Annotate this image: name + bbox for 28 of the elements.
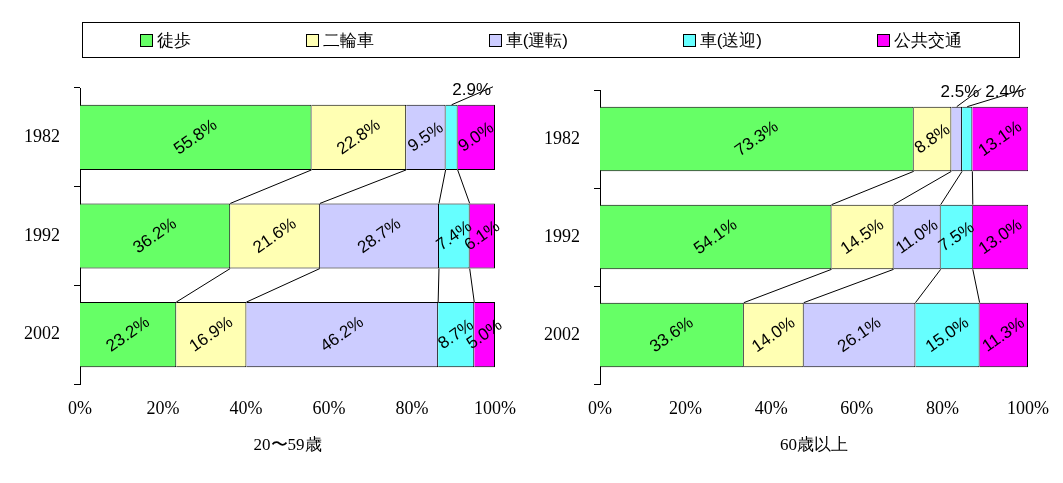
- x-tick-label: 20%: [146, 397, 180, 418]
- data-label: 2.4%: [985, 81, 1024, 101]
- y-tick-label: 1982: [24, 126, 60, 147]
- x-tick-label: 80%: [395, 397, 429, 418]
- y-tick-label: 1992: [24, 224, 60, 245]
- x-tick-label: 40%: [229, 397, 263, 418]
- x-tick-label: 80%: [925, 397, 959, 418]
- x-axis-title: 60歳以上: [780, 435, 848, 455]
- data-label: 2.5%: [940, 81, 980, 101]
- data-label: 2.9%: [452, 79, 491, 99]
- legend-label: 公共交通: [893, 30, 962, 50]
- x-axis-title: 20〜59歳: [253, 435, 322, 455]
- x-tick-label: 0%: [588, 397, 612, 418]
- x-tick-label: 40%: [754, 397, 788, 418]
- legend-label: 車(運転): [505, 30, 568, 50]
- x-tick-label: 60%: [840, 397, 874, 418]
- legend-label: 車(送迎): [699, 30, 762, 50]
- y-tick-label: 2002: [544, 323, 580, 344]
- y-tick-label: 2002: [24, 323, 60, 344]
- legend-label: 徒歩: [157, 30, 192, 50]
- x-tick-label: 0%: [68, 397, 92, 418]
- y-tick-label: 1982: [544, 127, 580, 148]
- x-tick-label: 20%: [669, 397, 703, 418]
- y-tick-label: 1992: [544, 225, 580, 246]
- x-tick-label: 100%: [474, 397, 516, 418]
- x-tick-label: 60%: [312, 397, 346, 418]
- legend-label: 二輪車: [322, 30, 374, 50]
- x-tick-label: 100%: [1007, 397, 1049, 418]
